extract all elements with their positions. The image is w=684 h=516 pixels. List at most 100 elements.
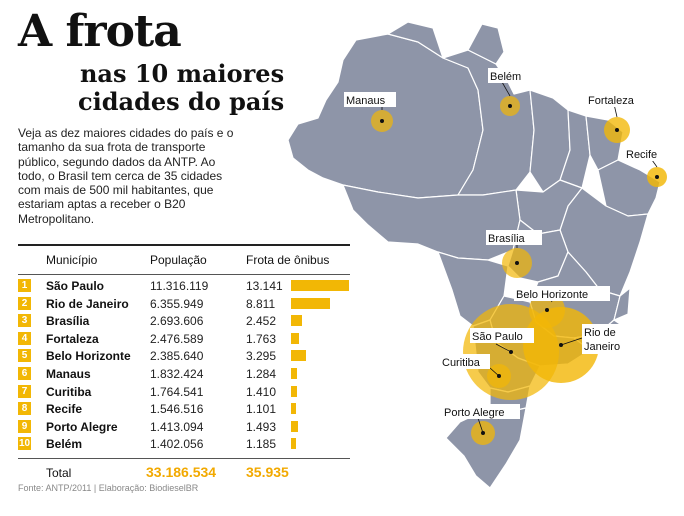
region-rs bbox=[445, 407, 527, 489]
fleet-bar bbox=[291, 367, 297, 379]
rank-badge: 6 bbox=[18, 366, 31, 380]
fleet-table: Município População Frota de ônibus 1 São… bbox=[18, 244, 350, 485]
fleet-value: 1.101 bbox=[246, 402, 277, 417]
label-fortaleza: Fortaleza bbox=[588, 95, 635, 107]
population-value: 1.832.424 bbox=[150, 366, 204, 381]
city-name: Recife bbox=[46, 402, 83, 417]
intro-text: Veja as dez maiores cidades do país e o … bbox=[18, 126, 234, 226]
city-name: Curitiba bbox=[46, 384, 92, 399]
rank-badge: 7 bbox=[18, 384, 31, 398]
label-manaus: Manaus bbox=[346, 95, 386, 107]
dot-recife bbox=[655, 175, 659, 179]
table-row: 4 Fortaleza 2.476.589 1.763 bbox=[18, 330, 350, 348]
population-value: 11.316.119 bbox=[150, 279, 209, 293]
fleet-value: 8.811 bbox=[246, 296, 276, 311]
city-name: Belo Horizonte bbox=[46, 349, 131, 364]
title-sub-line2: cidades do país bbox=[78, 87, 285, 116]
city-name: Fortaleza bbox=[46, 331, 99, 346]
city-name: Brasília bbox=[46, 314, 90, 329]
header-city: Município bbox=[46, 253, 98, 267]
rank-badge: 5 bbox=[18, 349, 31, 363]
fleet-bar bbox=[291, 403, 296, 415]
total-label: Total bbox=[46, 465, 72, 480]
total-row: Total 33.186.534 35.935 bbox=[18, 457, 350, 485]
label-brasilia: Brasília bbox=[488, 233, 526, 245]
population-value: 2.693.606 bbox=[150, 314, 204, 329]
rank-badge: 3 bbox=[18, 314, 31, 328]
label-belem: Belém bbox=[490, 71, 521, 83]
label-sao-paulo: São Paulo bbox=[472, 331, 523, 343]
fleet-bar bbox=[291, 280, 349, 291]
region-roraima bbox=[387, 21, 444, 59]
table-header: Município População Frota de ônibus bbox=[18, 244, 350, 275]
city-name: Porto Alegre bbox=[46, 419, 118, 434]
fleet-value: 13.141 bbox=[246, 279, 283, 293]
table-row: 5 Belo Horizonte 2.385.640 3.295 bbox=[18, 347, 350, 365]
city-name: Rio de Janeiro bbox=[46, 296, 129, 311]
table-row: 10 Belém 1.402.056 1.185 bbox=[18, 435, 350, 453]
title-sub: nas 10 maiores cidades do país bbox=[78, 60, 284, 116]
fleet-value: 1.493 bbox=[246, 419, 277, 434]
city-name: São Paulo bbox=[46, 279, 105, 293]
label-porto-alegre: Porto Alegre bbox=[444, 407, 505, 419]
fleet-bar bbox=[291, 315, 302, 327]
population-value: 2.385.640 bbox=[150, 349, 204, 364]
fleet-bar bbox=[291, 332, 299, 344]
rank-badge: 2 bbox=[18, 296, 31, 310]
label-curitiba: Curitiba bbox=[442, 357, 481, 369]
dot-belem bbox=[508, 104, 512, 108]
rank-badge: 9 bbox=[18, 419, 31, 433]
table-row: 7 Curitiba 1.764.541 1.410 bbox=[18, 383, 350, 401]
table-body: 1 São Paulo 11.316.119 13.141 2 Rio de Janeir… bbox=[18, 275, 350, 453]
total-fleet: 35.935 bbox=[246, 463, 289, 480]
dot-belo-horizonte bbox=[545, 308, 549, 312]
dot-brasilia bbox=[515, 261, 519, 265]
total-population: 33.186.534 bbox=[146, 463, 217, 480]
fleet-bar bbox=[291, 297, 330, 309]
fleet-bar bbox=[291, 385, 298, 397]
label-rio-line1: Rio de bbox=[584, 327, 616, 339]
city-name: Manaus bbox=[46, 366, 91, 381]
source-note: Fonte: ANTP/2011 | Elaboração: Biodiesel… bbox=[18, 483, 199, 493]
label-belo-horizonte: Belo Horizonte bbox=[516, 289, 588, 301]
rank-badge: 1 bbox=[18, 279, 31, 292]
table-row: 3 Brasília 2.693.606 2.452 bbox=[18, 312, 350, 330]
rank-badge: 8 bbox=[18, 402, 31, 416]
header-population: População bbox=[150, 253, 207, 267]
title-sub-line1: nas 10 maiores bbox=[79, 59, 285, 88]
fleet-bar bbox=[291, 420, 298, 432]
table-row: 6 Manaus 1.832.424 1.284 bbox=[18, 365, 350, 383]
fleet-value: 2.452 bbox=[246, 314, 277, 329]
title-main: A frota bbox=[18, 6, 182, 57]
header-fleet: Frota de ônibus bbox=[246, 253, 330, 267]
dot-fortaleza bbox=[615, 128, 619, 132]
fleet-value: 1.410 bbox=[246, 384, 277, 399]
population-value: 2.476.589 bbox=[150, 331, 204, 346]
label-recife: Recife bbox=[626, 149, 657, 161]
label-rio-line2: Janeiro bbox=[584, 341, 620, 353]
city-name: Belém bbox=[46, 437, 83, 452]
fleet-bar bbox=[291, 350, 306, 362]
fleet-value: 1.284 bbox=[246, 366, 277, 381]
population-value: 1.546.516 bbox=[150, 402, 204, 417]
table-row: 9 Porto Alegre 1.413.094 1.493 bbox=[18, 418, 350, 436]
brazil-map: Manaus Belém Fortaleza Recife Brasília B… bbox=[287, 21, 668, 489]
table-row: 1 São Paulo 11.316.119 13.141 bbox=[18, 277, 350, 295]
population-value: 1.764.541 bbox=[150, 384, 204, 399]
region-es bbox=[613, 287, 631, 321]
rank-badge: 10 bbox=[18, 437, 31, 451]
map-labels: Manaus Belém Fortaleza Recife Brasília B… bbox=[344, 68, 668, 419]
population-value: 1.413.094 bbox=[150, 419, 204, 434]
fleet-value: 1.185 bbox=[246, 437, 277, 452]
table-row: 2 Rio de Janeiro 6.355.949 8.811 bbox=[18, 295, 350, 313]
region-mato-grosso bbox=[342, 184, 521, 261]
dot-manaus bbox=[380, 119, 384, 123]
fleet-value: 3.295 bbox=[246, 349, 277, 364]
rank-badge: 4 bbox=[18, 331, 31, 345]
region-amapa bbox=[467, 23, 505, 65]
fleet-bar bbox=[291, 438, 297, 450]
population-value: 1.402.056 bbox=[150, 437, 204, 452]
fleet-value: 1.763 bbox=[246, 331, 277, 346]
table-row: 8 Recife 1.546.516 1.101 bbox=[18, 400, 350, 418]
population-value: 6.355.949 bbox=[150, 296, 204, 311]
